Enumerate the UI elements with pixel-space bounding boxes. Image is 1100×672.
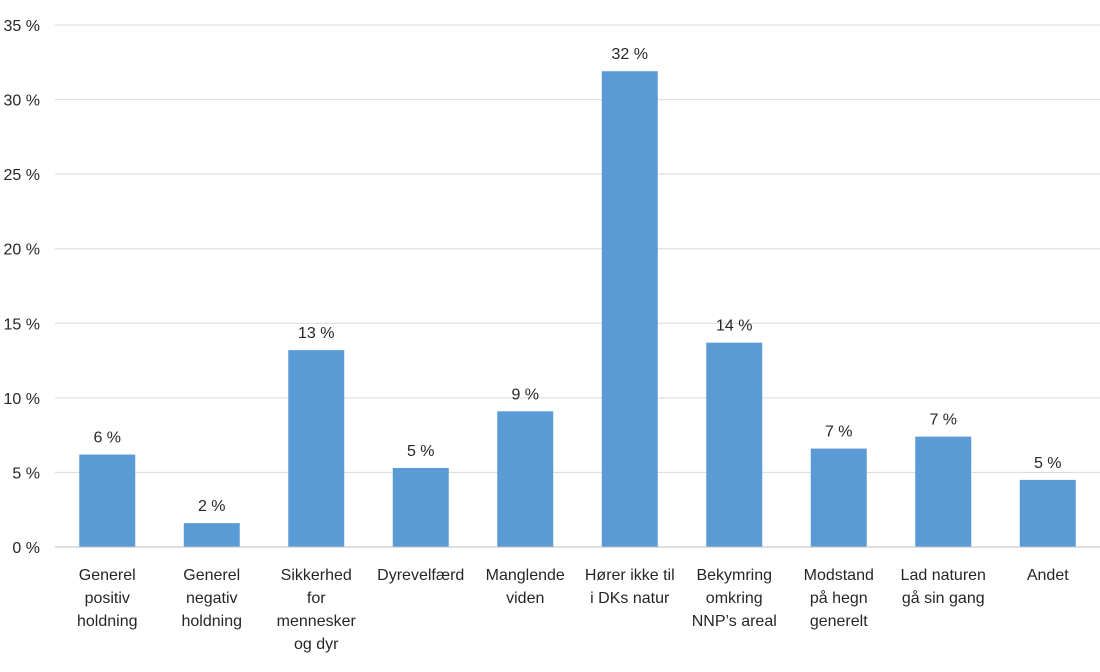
data-label: 13 % — [298, 325, 334, 342]
data-labels: 6 % 2 % 13 % 5 % 9 % 32 % 14 % 7 % 7 % 5 % — [93, 46, 1061, 515]
data-label: 9 % — [511, 386, 539, 403]
category-label: Hører ikke til i DKs natur — [585, 567, 675, 607]
category-label: Bekymring omkring NNP’s areal — [692, 567, 777, 630]
bar — [810, 448, 867, 547]
data-label: 2 % — [198, 498, 226, 515]
data-label: 5 % — [407, 443, 435, 460]
data-label: 32 % — [612, 46, 648, 63]
bar — [706, 342, 763, 547]
data-label: 7 % — [825, 424, 853, 441]
data-label: 14 % — [716, 318, 752, 335]
y-tick-label: 25 % — [4, 167, 40, 184]
bar — [601, 71, 658, 547]
category-labels: Generel positiv holdning Generel negativ hold… — [77, 567, 1069, 653]
y-tick-label: 30 % — [4, 93, 40, 110]
y-tick-label: 10 % — [4, 391, 40, 408]
category-label: Generel negativ holdning — [182, 567, 243, 630]
category-label: Lad naturen gå sin gang — [901, 567, 986, 607]
category-label: Dyrevelfærd — [377, 567, 464, 584]
category-label: Andet — [1027, 567, 1069, 584]
y-tick-label: 35 % — [4, 18, 40, 35]
category-label: Sikkerhed for mennesker og dyr — [277, 567, 357, 653]
category-label: Manglende viden — [486, 567, 565, 607]
gridlines — [55, 24, 1100, 473]
y-tick-label: 5 % — [12, 465, 40, 482]
data-label: 5 % — [1034, 455, 1062, 472]
bar — [915, 436, 972, 547]
bars — [79, 71, 1076, 547]
bar — [497, 411, 554, 547]
y-tick-label: 0 % — [12, 540, 40, 557]
bar — [79, 454, 136, 547]
data-label: 7 % — [929, 412, 957, 429]
y-tick-label: 15 % — [4, 316, 40, 333]
category-label: Modstand på hegn generelt — [804, 567, 874, 630]
bar — [392, 467, 449, 547]
category-label: Generel positiv holdning — [77, 567, 138, 630]
y-axis-tick-labels: 0 % 5 % 10 % 15 % 20 % 25 % 30 % 35 % — [4, 18, 40, 557]
bar — [183, 523, 240, 547]
bar — [288, 350, 345, 547]
data-label: 6 % — [93, 430, 121, 447]
y-tick-label: 20 % — [4, 242, 40, 259]
bar — [1019, 479, 1076, 547]
